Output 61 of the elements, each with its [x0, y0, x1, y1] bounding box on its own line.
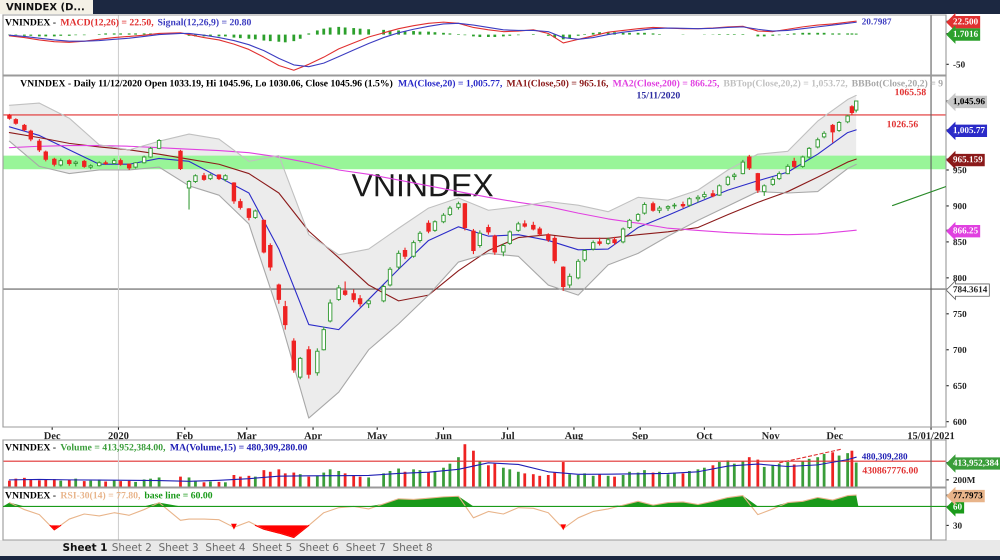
annotation: 1065.58	[895, 88, 926, 96]
x-tick-label: 15/01/2021	[908, 432, 954, 440]
data-label: 20.7987	[862, 18, 892, 25]
text: MA1(Close,50) = 965.16,	[506, 80, 608, 88]
text: Sheet 2	[112, 542, 151, 552]
y-tick-label: 1,045.96	[954, 98, 985, 106]
y-tick-label: 965.159	[953, 156, 982, 162]
y-tick-label: 1.7016	[954, 30, 978, 37]
text: Sheet 4	[206, 542, 245, 552]
ref-line-label: 1026.56	[887, 120, 918, 128]
text: Sheet 7	[346, 542, 385, 552]
y-tick-label: 650	[953, 382, 966, 389]
text: Sheet 8	[393, 542, 432, 552]
y-tick-label: 866.25	[953, 227, 978, 234]
y-tick-label: 800	[953, 274, 966, 282]
y-tick-label: 200M	[953, 476, 976, 484]
annotation: 15/11/2020	[637, 92, 680, 98]
text: Sheet 6	[300, 542, 338, 552]
text: VNINDEX (D...	[6, 2, 84, 12]
x-tick-label: Oct	[696, 432, 712, 440]
y-tick-label: 60	[953, 503, 962, 510]
x-tick-label: Feb	[176, 432, 193, 440]
text: MA2(Close,200) = 866.25,	[612, 80, 720, 88]
series-label: RSI-30(14) = 77.80,	[60, 492, 140, 500]
series-label: BBTop(Close,20,2) = 1,053.72,	[724, 80, 848, 88]
y-tick-label: 700	[953, 346, 966, 354]
y-tick-label: 950	[953, 167, 966, 174]
y-tick-label: 784.3614	[953, 286, 988, 292]
y-tick-label: 850	[953, 238, 966, 246]
x-tick-label: May	[367, 432, 388, 442]
x-tick-label: Dec	[826, 432, 843, 440]
series-label: Signal(12,26,9) = 20.80	[158, 18, 251, 28]
y-tick-label: 900	[953, 203, 966, 210]
y-tick-label: 1,005.77	[954, 126, 985, 134]
series-label: base line = 60.00	[144, 492, 212, 498]
y-tick-label: -50	[953, 61, 965, 68]
text: Volume = 413,952,384.00,	[60, 444, 166, 452]
text: MA(Volume,15) = 480,309,280.00	[170, 444, 308, 452]
x-tick-label: Jul	[501, 432, 514, 440]
text: Sheet 5	[252, 542, 292, 552]
x-tick-label: Mar	[237, 432, 256, 440]
series-label: MACD(12,26) = 22.50,	[60, 18, 154, 28]
y-tick-label: 413,952,384	[953, 460, 999, 468]
x-tick-label: Dec	[44, 432, 60, 440]
chart-title: VNINDEX -	[5, 18, 56, 26]
text: Sheet 1	[63, 542, 107, 552]
chart-title: VNINDEX -	[5, 492, 56, 498]
x-tick-label: Nov	[762, 432, 780, 440]
y-tick-label: 600	[953, 418, 966, 425]
y-tick-label: 30	[953, 522, 962, 529]
chart-title: VNINDEX - Daily 11/12/2020 Open 1033.19, Hi 1045.96, Lo 1030.06, Close 1045.96 (1.5%)	[20, 80, 392, 88]
text: MA(Close,20) = 1,005.77,	[398, 80, 502, 88]
chart-title: VNINDEX -	[5, 444, 56, 450]
y-tick-label: 77.7973	[953, 492, 982, 498]
y-tick-label: 750	[953, 310, 966, 318]
text: Sheet 3	[159, 542, 198, 552]
x-tick-label: 2020	[108, 432, 128, 440]
x-tick-label: Jun	[436, 432, 452, 440]
ref-line-label: 430867776.00	[862, 466, 918, 474]
data-label: 480,309,280	[862, 453, 908, 461]
y-tick-label: 22.500	[953, 18, 978, 25]
